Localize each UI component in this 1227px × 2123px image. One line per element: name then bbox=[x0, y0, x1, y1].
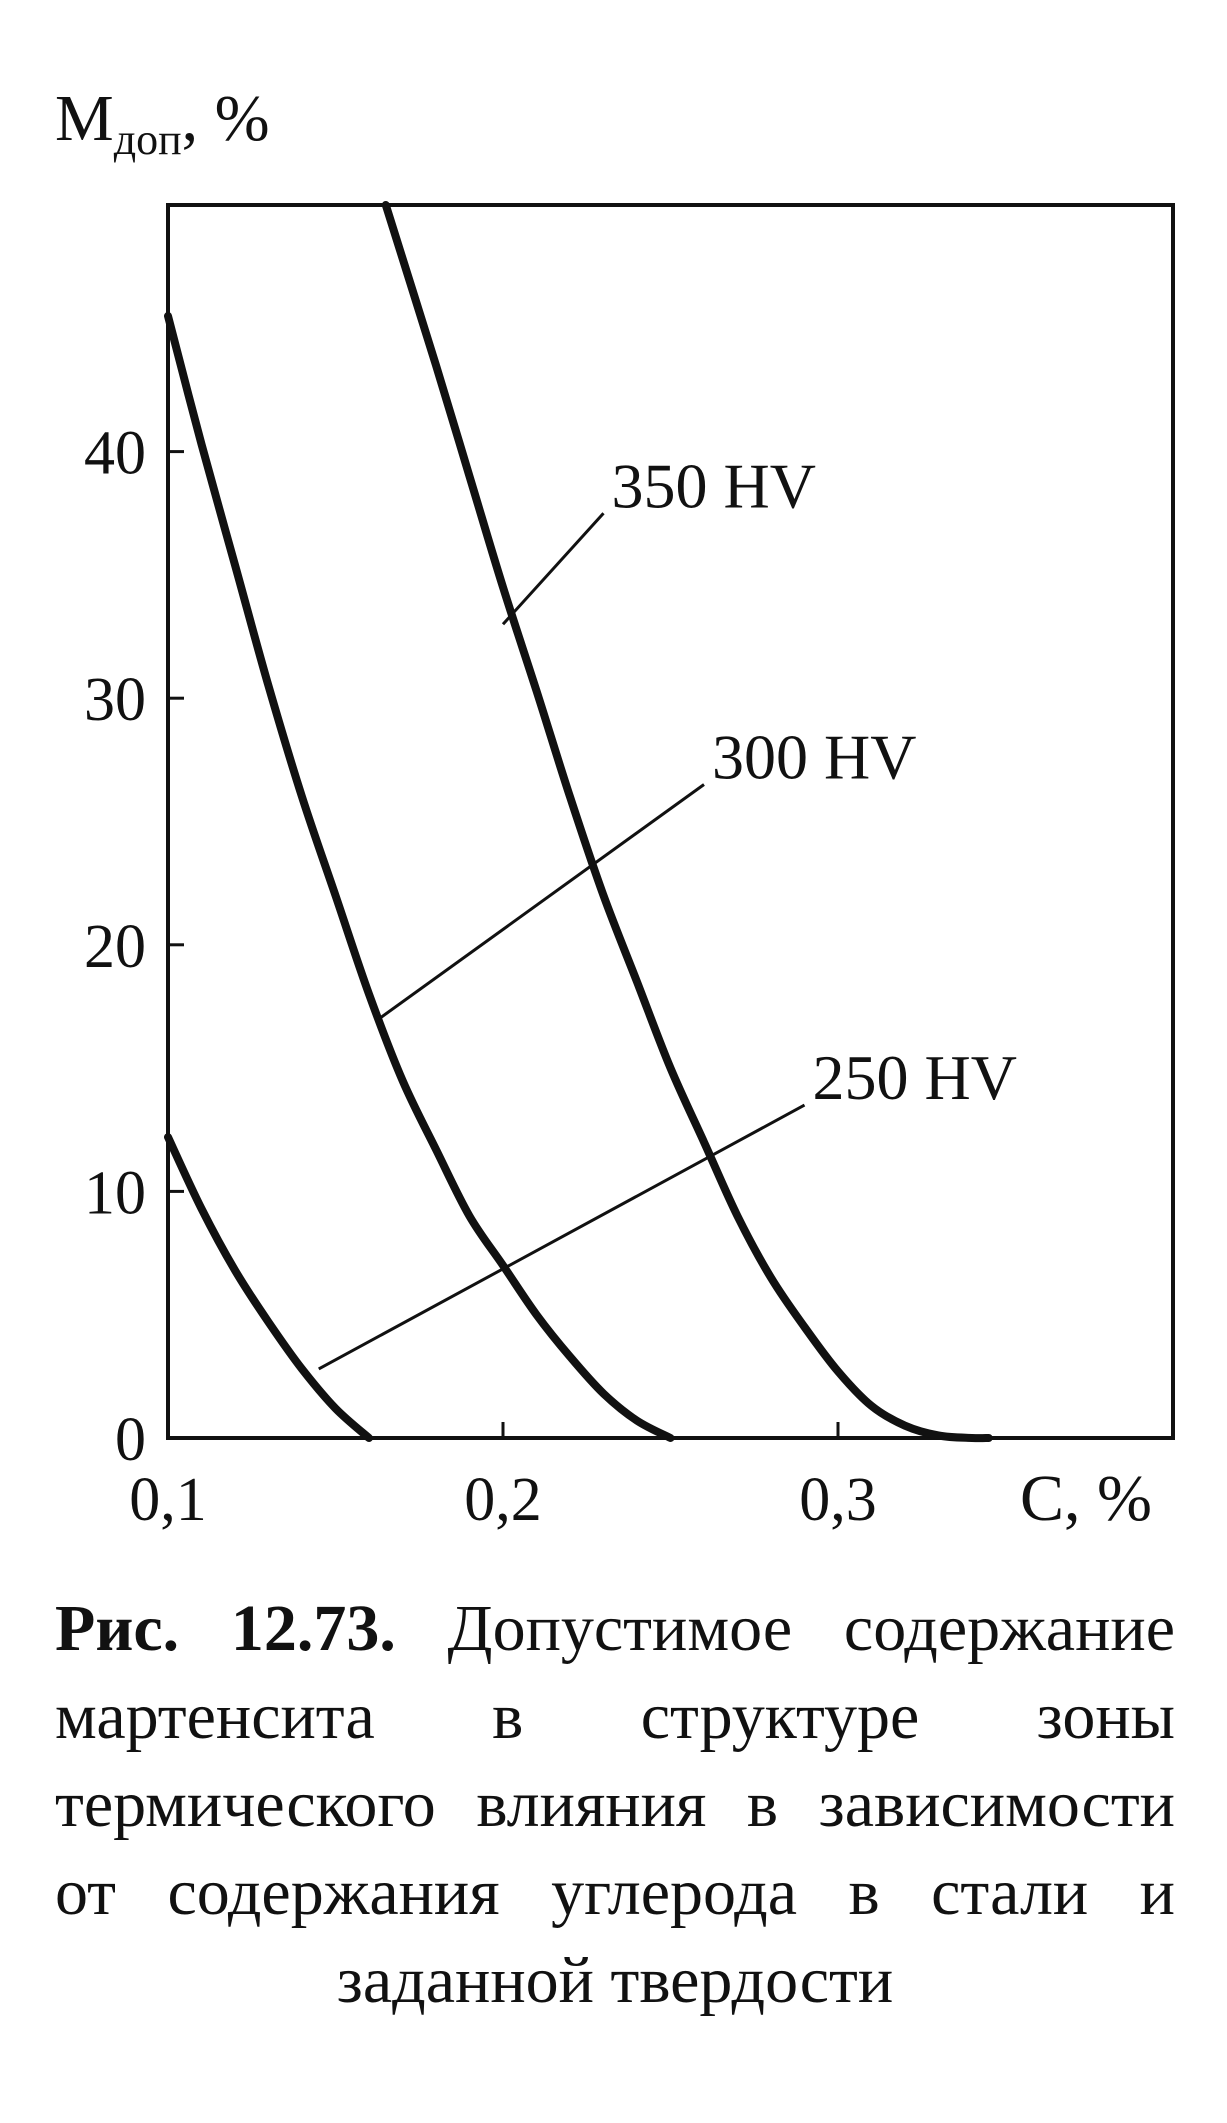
y-tick-label: 20 bbox=[84, 913, 146, 981]
x-tick-label: 0,2 bbox=[464, 1466, 542, 1534]
y-axis-label-suffix: , % bbox=[182, 82, 270, 155]
y-tick-label: 0 bbox=[115, 1406, 146, 1474]
series-leader-line-250hv bbox=[318, 1103, 806, 1371]
figure-caption: Рис. 12.73. Допустимое содержание мартен… bbox=[55, 1585, 1175, 2025]
series-leader-line-300hv bbox=[378, 783, 705, 1020]
caption-label: Рис. 12.73. bbox=[55, 1592, 396, 1665]
y-tick-label: 40 bbox=[84, 420, 146, 488]
caption-text: Допустимое содержание мартенсита в струк… bbox=[55, 1592, 1176, 2017]
y-axis-label-sub: доп bbox=[114, 115, 182, 164]
x-axis-label: C, % bbox=[1020, 1462, 1152, 1535]
series-label-300hv: 300 HV bbox=[712, 722, 916, 793]
series-line-250hv bbox=[164, 1133, 373, 1442]
series-leader-line-350hv bbox=[501, 512, 605, 626]
plot-frame bbox=[166, 203, 1175, 1440]
y-tick-label: 10 bbox=[84, 1159, 146, 1227]
chart: Mдоп, % C, % 0,1 0,2 0,3 0 10 20 30 40 250 HV 30… bbox=[55, 82, 1175, 1535]
series-line-350hv bbox=[381, 201, 993, 1443]
series-label-250hv: 250 HV bbox=[813, 1042, 1017, 1113]
y-tick-label: 30 bbox=[84, 666, 146, 734]
x-tick-label: 0,1 bbox=[129, 1466, 207, 1534]
series-label-350hv: 350 HV bbox=[612, 450, 816, 521]
y-axis-label-main: M bbox=[55, 82, 114, 155]
y-axis-label: Mдоп, % bbox=[55, 82, 270, 164]
series-line-300hv bbox=[164, 312, 675, 1442]
x-tick-label: 0,3 bbox=[799, 1466, 877, 1534]
